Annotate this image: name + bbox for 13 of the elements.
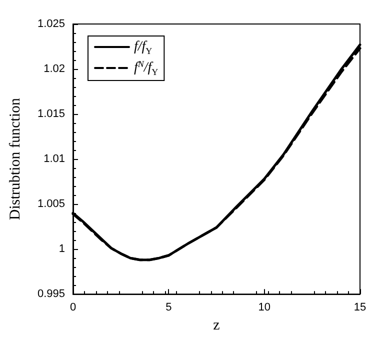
x-tick-label: 15 (354, 302, 366, 314)
y-tick-label: 1 (58, 243, 65, 256)
x-tick-label: 5 (166, 302, 172, 314)
y-tick-label: 0.995 (37, 288, 65, 300)
x-axis-title: z (213, 318, 220, 334)
x-tick-label: 0 (70, 302, 76, 314)
y-tick-label: 1.025 (37, 18, 65, 30)
y-tick-label: 1.01 (44, 153, 65, 166)
x-tick-label: 10 (258, 302, 270, 314)
y-axis-title: Distrubtion function (8, 98, 24, 220)
y-tick-label: 1.02 (44, 63, 65, 76)
y-tick-label: 1.005 (37, 198, 65, 210)
y-tick-label: 1.015 (37, 108, 65, 120)
